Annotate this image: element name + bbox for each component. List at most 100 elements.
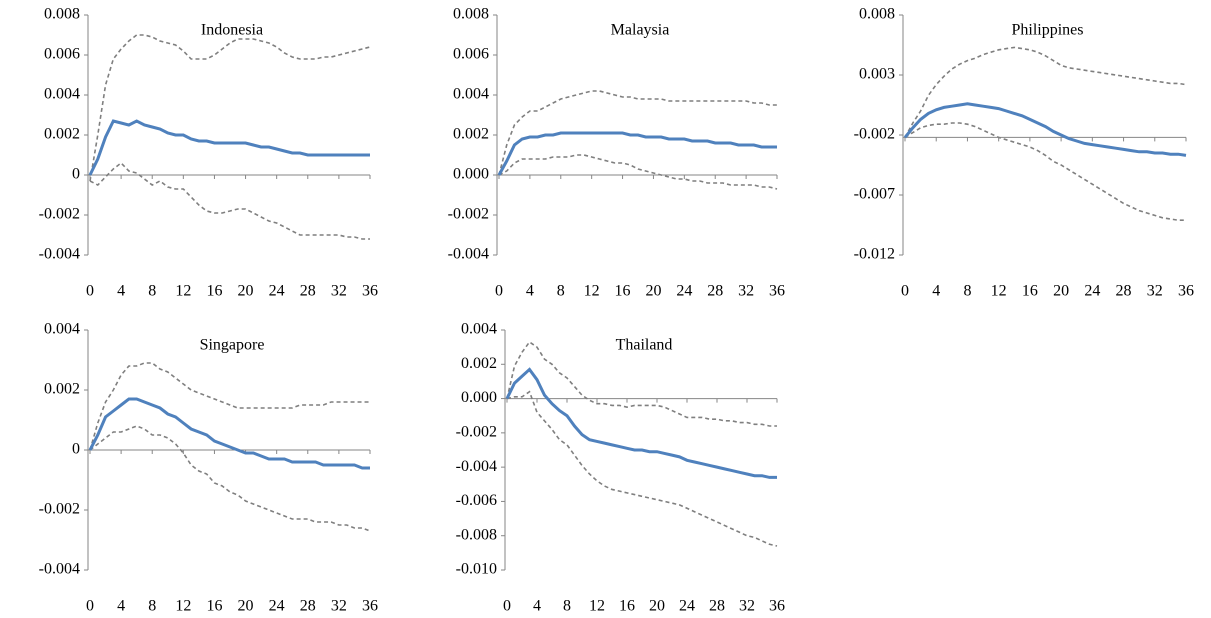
y-tick-label: -0.002 bbox=[39, 206, 80, 223]
x-tick-label: 28 bbox=[709, 598, 725, 615]
y-tick-label: 0.002 bbox=[461, 355, 497, 372]
chart-title: Malaysia bbox=[611, 22, 670, 39]
y-tick-label: -0.012 bbox=[854, 246, 895, 263]
x-tick-label: 36 bbox=[1178, 283, 1194, 300]
x-tick-label: 0 bbox=[86, 283, 94, 300]
x-tick-label: 0 bbox=[503, 598, 511, 615]
chart-title: Thailand bbox=[616, 337, 673, 354]
y-tick-label: 0.004 bbox=[44, 86, 80, 103]
x-tick-label: 12 bbox=[589, 598, 605, 615]
series-line bbox=[89, 161, 370, 240]
x-tick-label: 32 bbox=[1147, 283, 1163, 300]
y-tick-label: -0.002 bbox=[456, 424, 497, 441]
x-tick-label: 8 bbox=[148, 598, 156, 615]
y-tick-label: 0.008 bbox=[44, 6, 80, 23]
chart-title: Philippines bbox=[1011, 22, 1083, 39]
y-tick-label: -0.008 bbox=[456, 526, 497, 543]
x-tick-label: 16 bbox=[619, 598, 635, 615]
y-tick-label: 0.002 bbox=[453, 126, 489, 143]
x-tick-label: 12 bbox=[175, 283, 191, 300]
y-tick-label: -0.004 bbox=[39, 246, 80, 263]
series-line bbox=[498, 90, 777, 176]
x-tick-label: 16 bbox=[1022, 283, 1038, 300]
x-tick-label: 8 bbox=[557, 283, 565, 300]
chart-title: Indonesia bbox=[201, 22, 263, 39]
x-tick-label: 12 bbox=[584, 283, 600, 300]
series-line bbox=[903, 102, 1187, 157]
x-tick-label: 24 bbox=[676, 283, 692, 300]
y-tick-label: -0.002 bbox=[448, 206, 489, 223]
x-tick-label: 24 bbox=[269, 598, 285, 615]
x-tick-label: 32 bbox=[331, 598, 347, 615]
y-tick-label: 0.008 bbox=[859, 6, 895, 23]
y-tick-label: 0.004 bbox=[461, 321, 497, 338]
series-line bbox=[497, 131, 777, 176]
series-line bbox=[506, 390, 778, 547]
x-tick-label: 28 bbox=[707, 283, 723, 300]
y-tick-label: 0.008 bbox=[453, 6, 489, 23]
series-line bbox=[506, 340, 777, 427]
x-tick-label: 16 bbox=[206, 598, 222, 615]
x-tick-label: 4 bbox=[526, 283, 534, 300]
series-line bbox=[89, 34, 371, 182]
x-tick-label: 24 bbox=[1084, 283, 1100, 300]
series-line bbox=[89, 362, 370, 451]
x-tick-label: 32 bbox=[739, 598, 755, 615]
x-tick-label: 20 bbox=[649, 598, 665, 615]
y-tick-label: -0.006 bbox=[456, 492, 497, 509]
x-tick-label: 36 bbox=[362, 598, 378, 615]
x-tick-label: 20 bbox=[238, 598, 254, 615]
y-tick-label: 0.000 bbox=[461, 389, 497, 406]
y-tick-label: -0.004 bbox=[456, 458, 497, 475]
y-tick-label: 0.004 bbox=[44, 321, 80, 338]
x-tick-label: 28 bbox=[300, 283, 316, 300]
x-tick-label: 4 bbox=[117, 598, 125, 615]
x-tick-label: 24 bbox=[679, 598, 695, 615]
y-tick-label: -0.002 bbox=[39, 501, 80, 518]
x-tick-label: 36 bbox=[769, 283, 785, 300]
series-line bbox=[498, 154, 778, 190]
x-tick-label: 36 bbox=[769, 598, 785, 615]
x-tick-label: 12 bbox=[175, 598, 191, 615]
x-tick-label: 20 bbox=[645, 283, 661, 300]
x-tick-label: 28 bbox=[1116, 283, 1132, 300]
x-tick-label: 4 bbox=[117, 283, 125, 300]
y-tick-label: -0.004 bbox=[39, 561, 80, 578]
x-tick-label: 24 bbox=[269, 283, 285, 300]
x-tick-label: 0 bbox=[901, 283, 909, 300]
y-tick-label: 0.003 bbox=[859, 66, 895, 83]
chart-title: Singapore bbox=[200, 337, 265, 354]
x-tick-label: 8 bbox=[963, 283, 971, 300]
x-tick-label: 8 bbox=[563, 598, 571, 615]
y-tick-label: -0.010 bbox=[456, 561, 497, 578]
y-tick-label: 0.006 bbox=[453, 46, 489, 63]
y-tick-label: 0 bbox=[72, 441, 80, 458]
x-tick-label: 32 bbox=[738, 283, 754, 300]
x-tick-label: 20 bbox=[1053, 283, 1069, 300]
y-tick-label: -0.007 bbox=[854, 186, 895, 203]
series-line bbox=[89, 425, 371, 532]
y-tick-label: 0.002 bbox=[44, 126, 80, 143]
y-tick-label: 0 bbox=[72, 166, 80, 183]
y-tick-label: 0.006 bbox=[44, 46, 80, 63]
y-tick-label: -0.002 bbox=[854, 126, 895, 143]
x-tick-label: 36 bbox=[362, 283, 378, 300]
x-tick-label: 12 bbox=[991, 283, 1007, 300]
x-tick-label: 28 bbox=[300, 598, 316, 615]
series-line bbox=[88, 397, 370, 470]
x-tick-label: 4 bbox=[932, 283, 940, 300]
x-tick-label: 32 bbox=[331, 283, 347, 300]
y-tick-label: -0.004 bbox=[448, 246, 489, 263]
y-tick-label: 0.002 bbox=[44, 381, 80, 398]
x-tick-label: 16 bbox=[615, 283, 631, 300]
x-tick-label: 20 bbox=[238, 283, 254, 300]
series-line bbox=[904, 122, 1186, 221]
series-line bbox=[88, 119, 370, 176]
x-tick-label: 4 bbox=[533, 598, 541, 615]
x-tick-label: 16 bbox=[206, 283, 222, 300]
series-line bbox=[505, 367, 777, 479]
x-tick-label: 8 bbox=[148, 283, 156, 300]
series-line bbox=[904, 46, 1187, 138]
x-tick-label: 0 bbox=[495, 283, 503, 300]
